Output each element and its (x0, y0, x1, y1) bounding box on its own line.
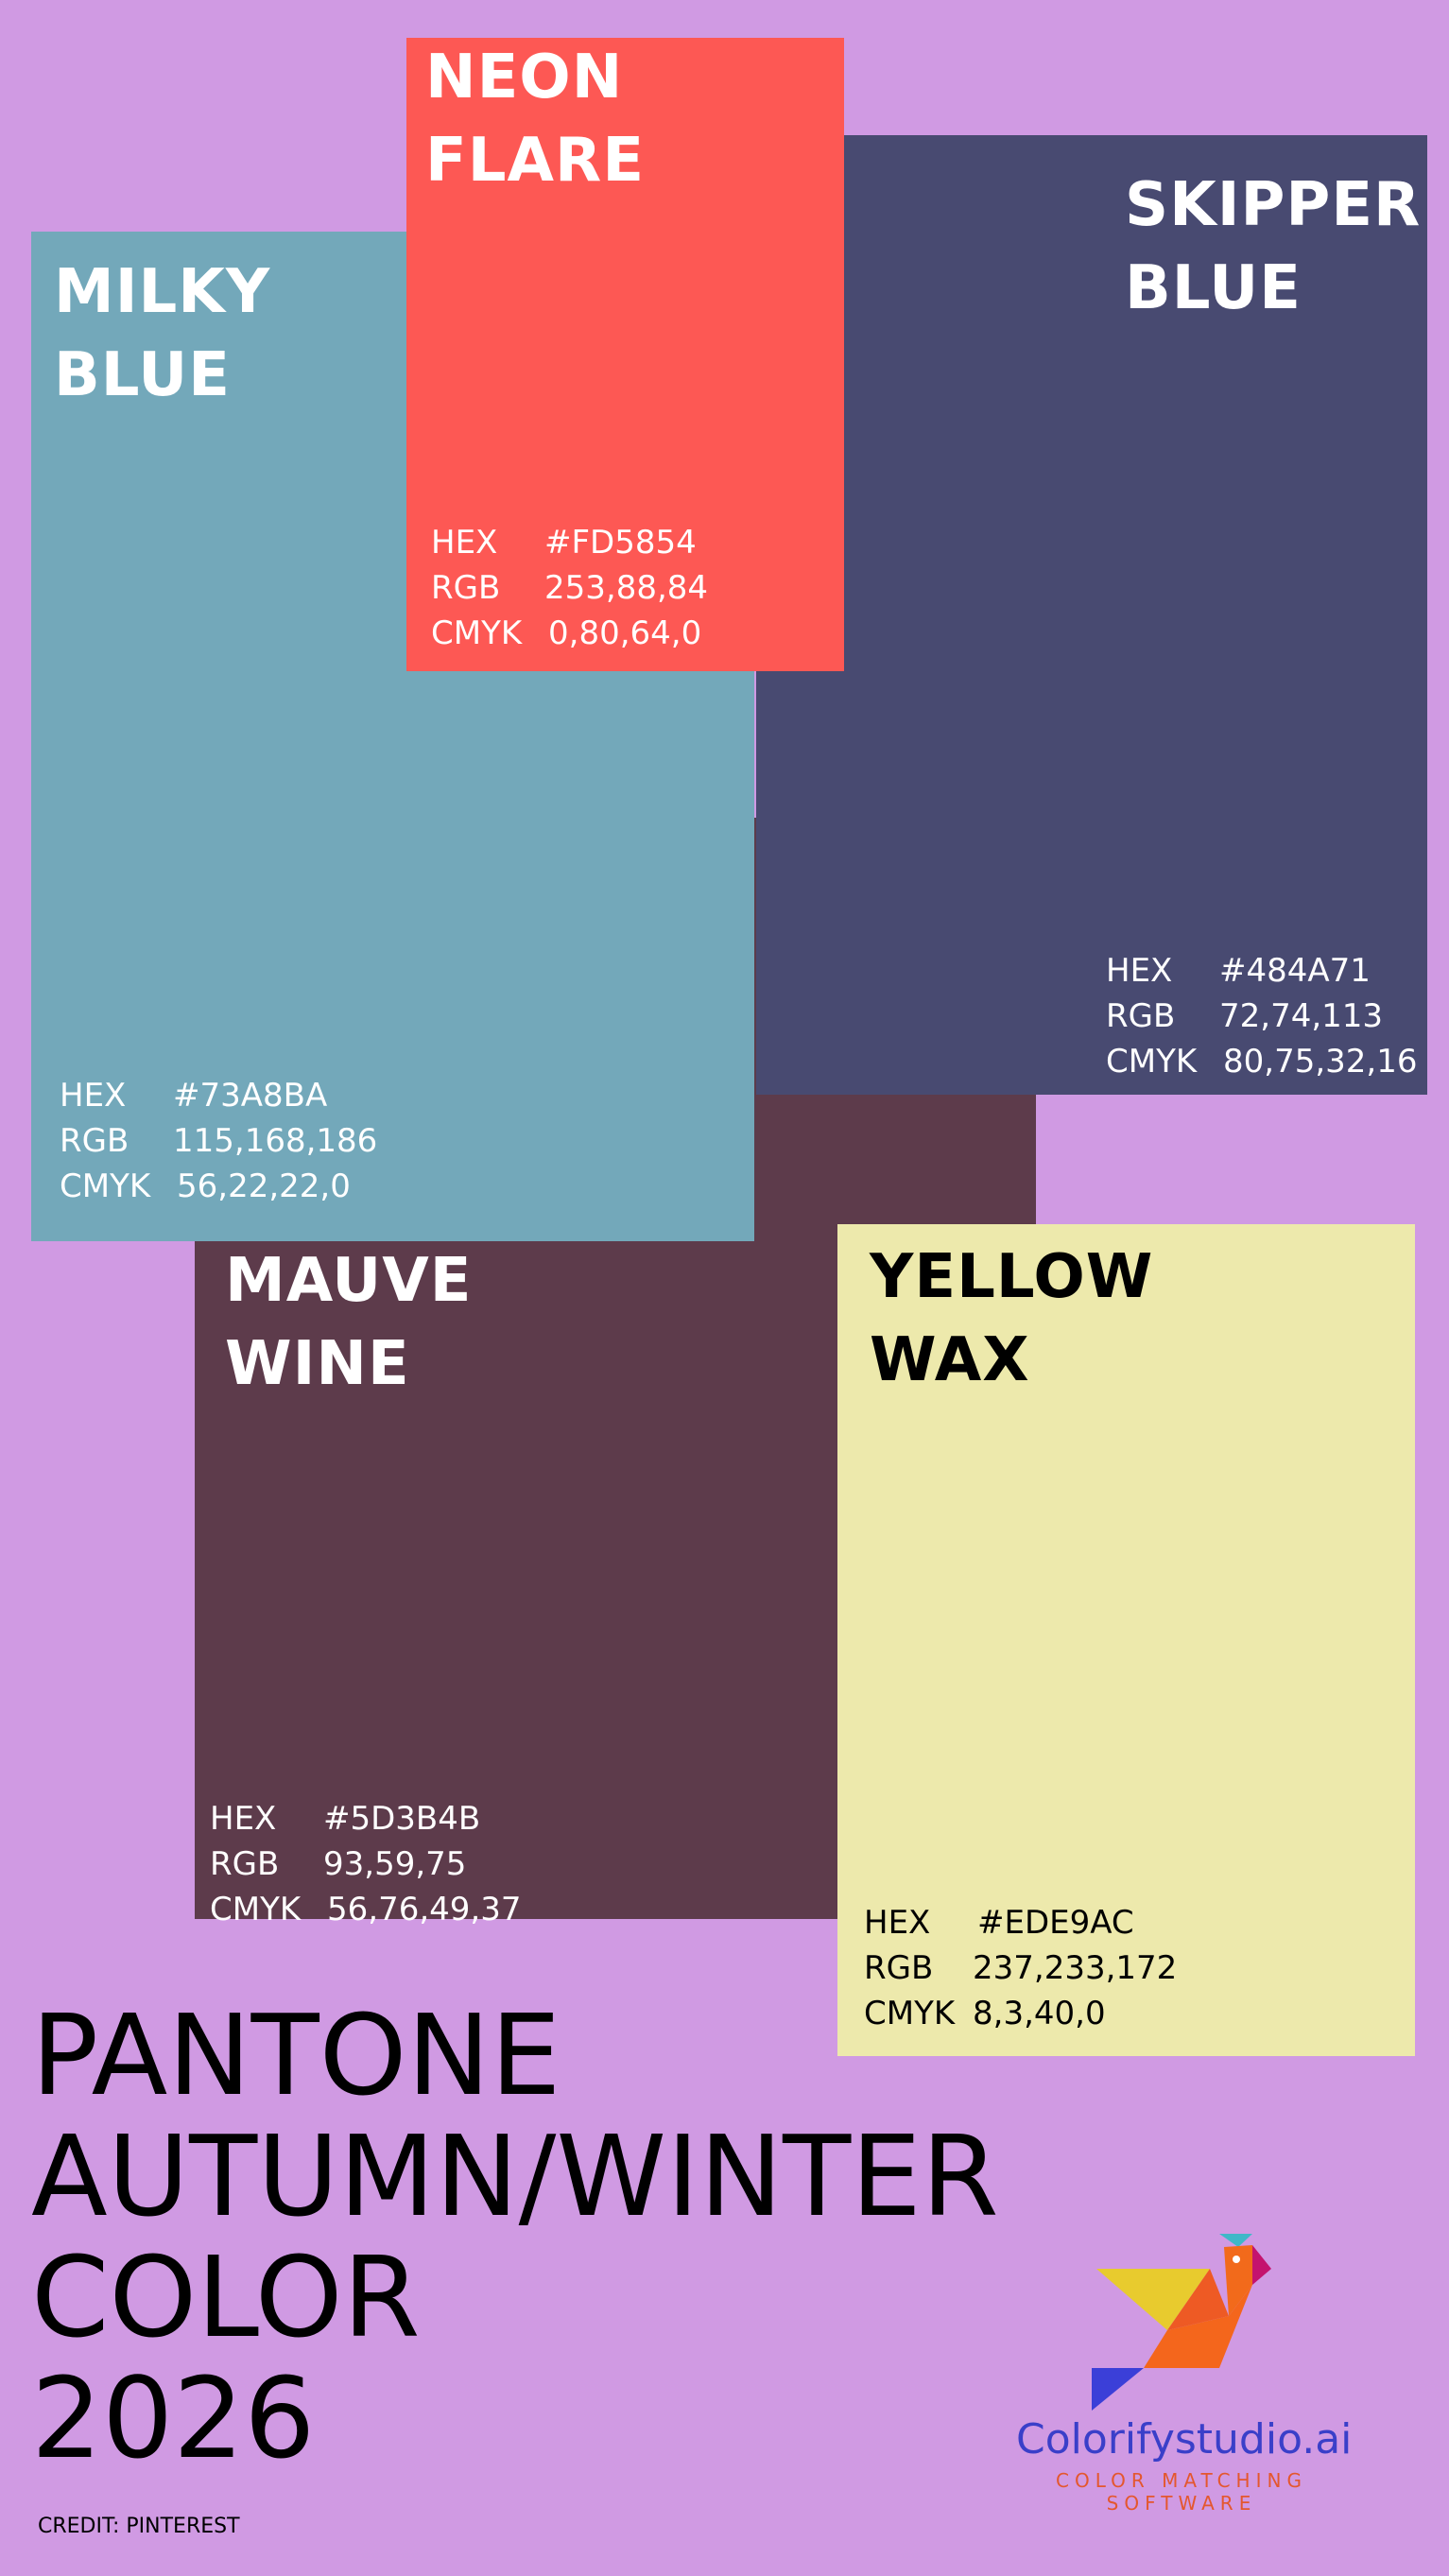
swatch-specs-milky-blue: HEX #73A8BA RGB 115,168,186 CMYK 56,22,22,0 (60, 1073, 377, 1209)
hex-label: HEX (60, 1077, 127, 1115)
hex-label: HEX (864, 1904, 931, 1942)
hex-value: #EDE9AC (977, 1904, 1134, 1942)
rgb-label: RGB (431, 569, 501, 607)
swatch-name-yellow-wax: YELLOW WAX (870, 1242, 1154, 1395)
cmyk-label: CMYK (431, 614, 523, 652)
swatch-name-milky-blue: MILKY BLUE (54, 257, 271, 410)
hex-label: HEX (431, 524, 498, 562)
rgb-value: 115,168,186 (173, 1122, 378, 1160)
hex-value: #5D3B4B (323, 1800, 481, 1838)
cmyk-value: 56,22,22,0 (177, 1167, 351, 1205)
swatch-name-neon-flare: NEON FLARE (425, 43, 646, 196)
credit-text: CREDIT: PINTEREST (38, 2515, 240, 2538)
brand-name: Colorifystudio.ai (1016, 2415, 1353, 2464)
swatch-name-mauve-wine: MAUVE WINE (225, 1246, 473, 1399)
tangram-bird-icon (1092, 2234, 1271, 2411)
cmyk-value: 56,76,49,37 (327, 1891, 522, 1928)
rgb-value: 253,88,84 (544, 569, 709, 607)
neon-flare-swatch: NEON FLARE HEX #FD5854 RGB 253,88,84 CMYK 0… (406, 38, 844, 671)
rgb-label: RGB (1106, 997, 1176, 1035)
cmyk-label: CMYK (864, 1995, 956, 2032)
skipper-blue-swatch: SKIPPER BLUE HEX #484A71 RGB 72,74,113 CMY… (756, 135, 1427, 1095)
rgb-label: RGB (210, 1845, 280, 1883)
cmyk-value: 0,80,64,0 (548, 614, 702, 652)
brand-tagline: COLOR MATCHING SOFTWARE (1056, 2469, 1307, 2515)
swatch-name-skipper-blue: SKIPPER BLUE (1125, 170, 1422, 323)
swatch-specs-neon-flare: HEX #FD5854 RGB 253,88,84 CMYK 0,80,64,0 (431, 520, 708, 656)
cmyk-value: 8,3,40,0 (973, 1995, 1106, 2032)
swatch-specs-skipper-blue: HEX #484A71 RGB 72,74,113 CMYK 80,75,32,16 (1106, 948, 1417, 1084)
rgb-label: RGB (864, 1949, 934, 1987)
page-title: PANTONE AUTUMN/WINTER COLOR 2026 (31, 1990, 999, 2483)
swatch-specs-yellow-wax: HEX #EDE9AC RGB 237,233,172 CMYK 8,3,40,0 (864, 1900, 1177, 2036)
hex-value: #484A71 (1219, 952, 1371, 990)
cmyk-value: 80,75,32,16 (1223, 1043, 1418, 1081)
rgb-label: RGB (60, 1122, 129, 1160)
mauve-wine-swatch: MAUVE WINE HEX #5D3B4B RGB 93,59,75 CMYK 56… (195, 1241, 837, 1928)
yellow-wax-swatch: YELLOW WAX HEX #EDE9AC RGB 237,233,172 CMY… (837, 1224, 1415, 2056)
rgb-value: 72,74,113 (1219, 997, 1384, 1035)
hex-value: #73A8BA (173, 1077, 328, 1115)
hex-label: HEX (210, 1800, 277, 1838)
rgb-value: 237,233,172 (973, 1949, 1178, 1987)
swatch-specs-mauve-wine: HEX #5D3B4B RGB 93,59,75 CMYK 56,76,49,37 (210, 1796, 521, 1932)
cmyk-label: CMYK (210, 1891, 302, 1928)
cmyk-label: CMYK (60, 1167, 151, 1205)
hex-label: HEX (1106, 952, 1173, 990)
rgb-value: 93,59,75 (323, 1845, 467, 1883)
cmyk-label: CMYK (1106, 1043, 1198, 1081)
hex-value: #FD5854 (544, 524, 697, 562)
